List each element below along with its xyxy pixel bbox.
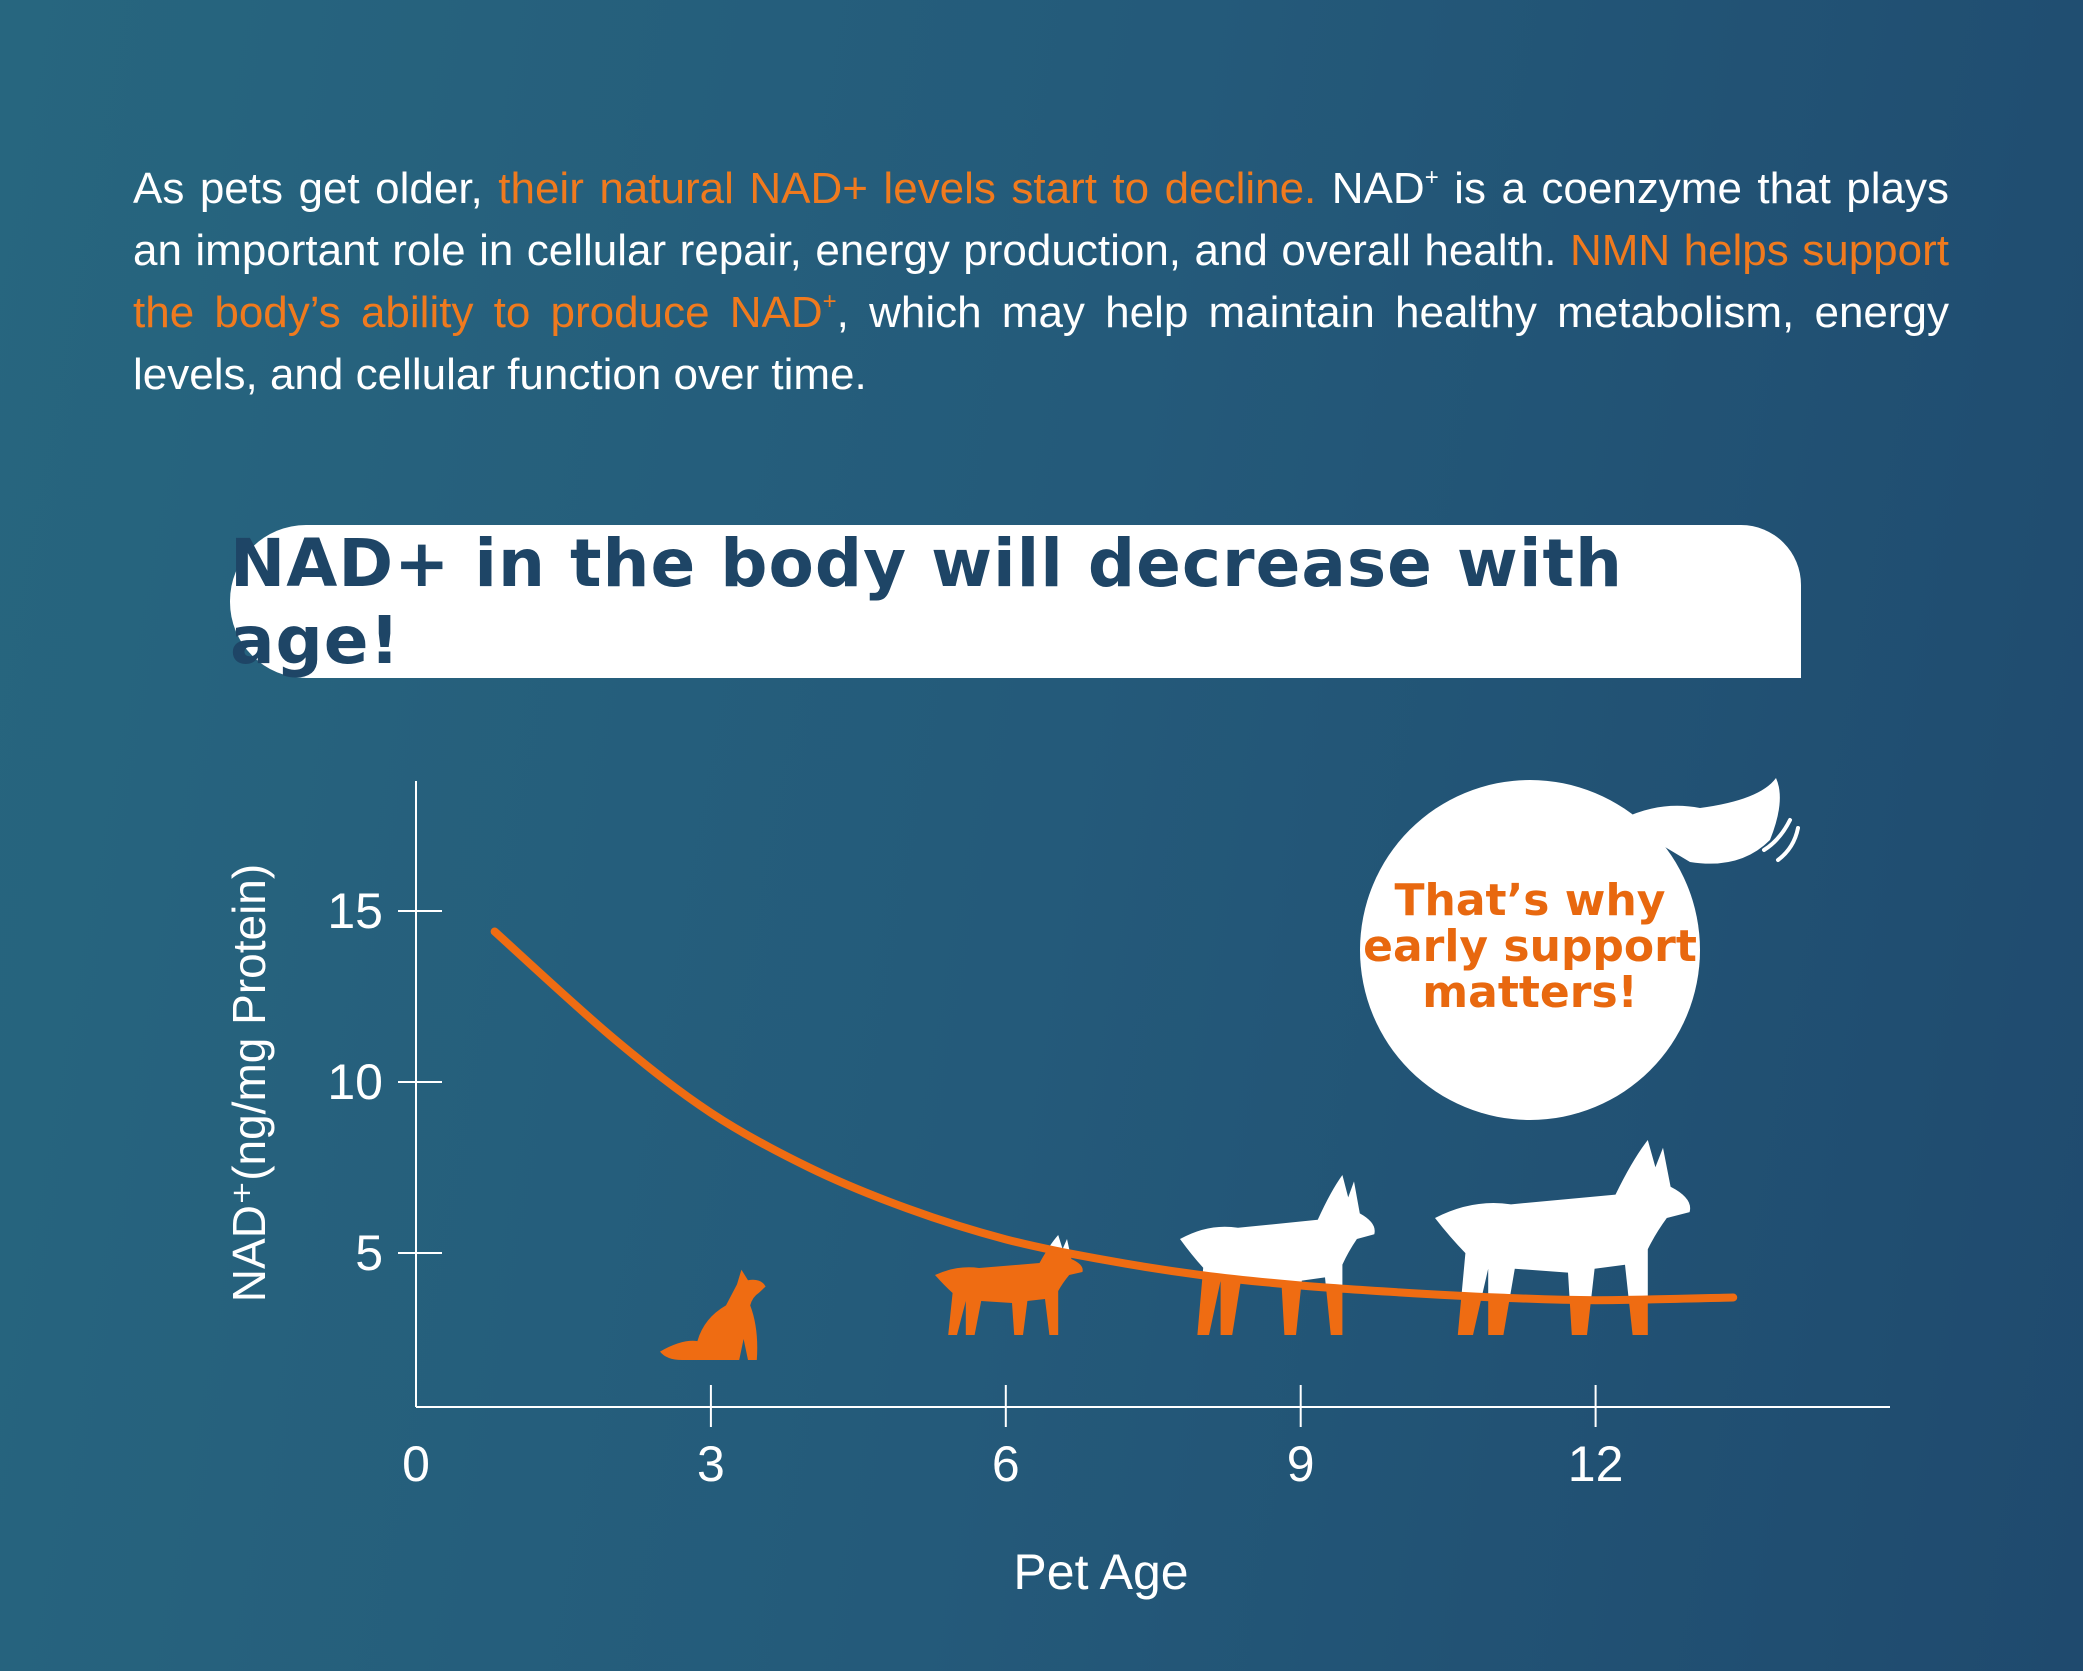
x-tick-label: 0: [402, 1436, 430, 1492]
superscript: +: [822, 288, 837, 315]
callout-text: That’s why early support matters!: [1363, 875, 1697, 1018]
motion-lines-icon: [1762, 818, 1800, 862]
puppy-icon: [660, 1269, 766, 1360]
axes: [415, 781, 1890, 1408]
intro-paragraph: As pets get older, their natural NAD+ le…: [133, 158, 1949, 406]
y-axis-label: NAD⁺(ng/mg Protein): [223, 864, 275, 1302]
y-tick-label: 10: [327, 1054, 383, 1110]
x-tick-label: 9: [1287, 1436, 1315, 1492]
y-tick-label: 5: [355, 1225, 383, 1281]
intro-text: is a coenzyme that plays an important ro…: [133, 164, 1950, 275]
title-banner: NAD+ in the body will decrease with age!: [230, 524, 1801, 679]
y-tick-label: 15: [327, 883, 383, 939]
intro-text: , which may help maintain healthy metabo…: [133, 288, 1950, 399]
intro-text: NAD: [1316, 164, 1425, 213]
intro-highlight-nmn: NMN helps support the body’s ability to …: [133, 226, 1949, 337]
nad-decline-line: [490, 927, 1738, 1305]
x-tick-label: 3: [697, 1436, 725, 1492]
x-tick-label: 6: [992, 1436, 1020, 1492]
chart-title: NAD+ in the body will decrease with age!: [230, 524, 1624, 679]
intro-text: As pets get older,: [133, 164, 499, 213]
speech-bubble: [1360, 778, 1800, 1120]
x-axis-label: Pet Age: [1013, 1544, 1188, 1600]
x-tick-label: 12: [1568, 1436, 1624, 1492]
intro-highlight-decline: their natural NAD+ levels start to decli…: [498, 164, 1317, 213]
superscript: +: [1424, 164, 1439, 191]
